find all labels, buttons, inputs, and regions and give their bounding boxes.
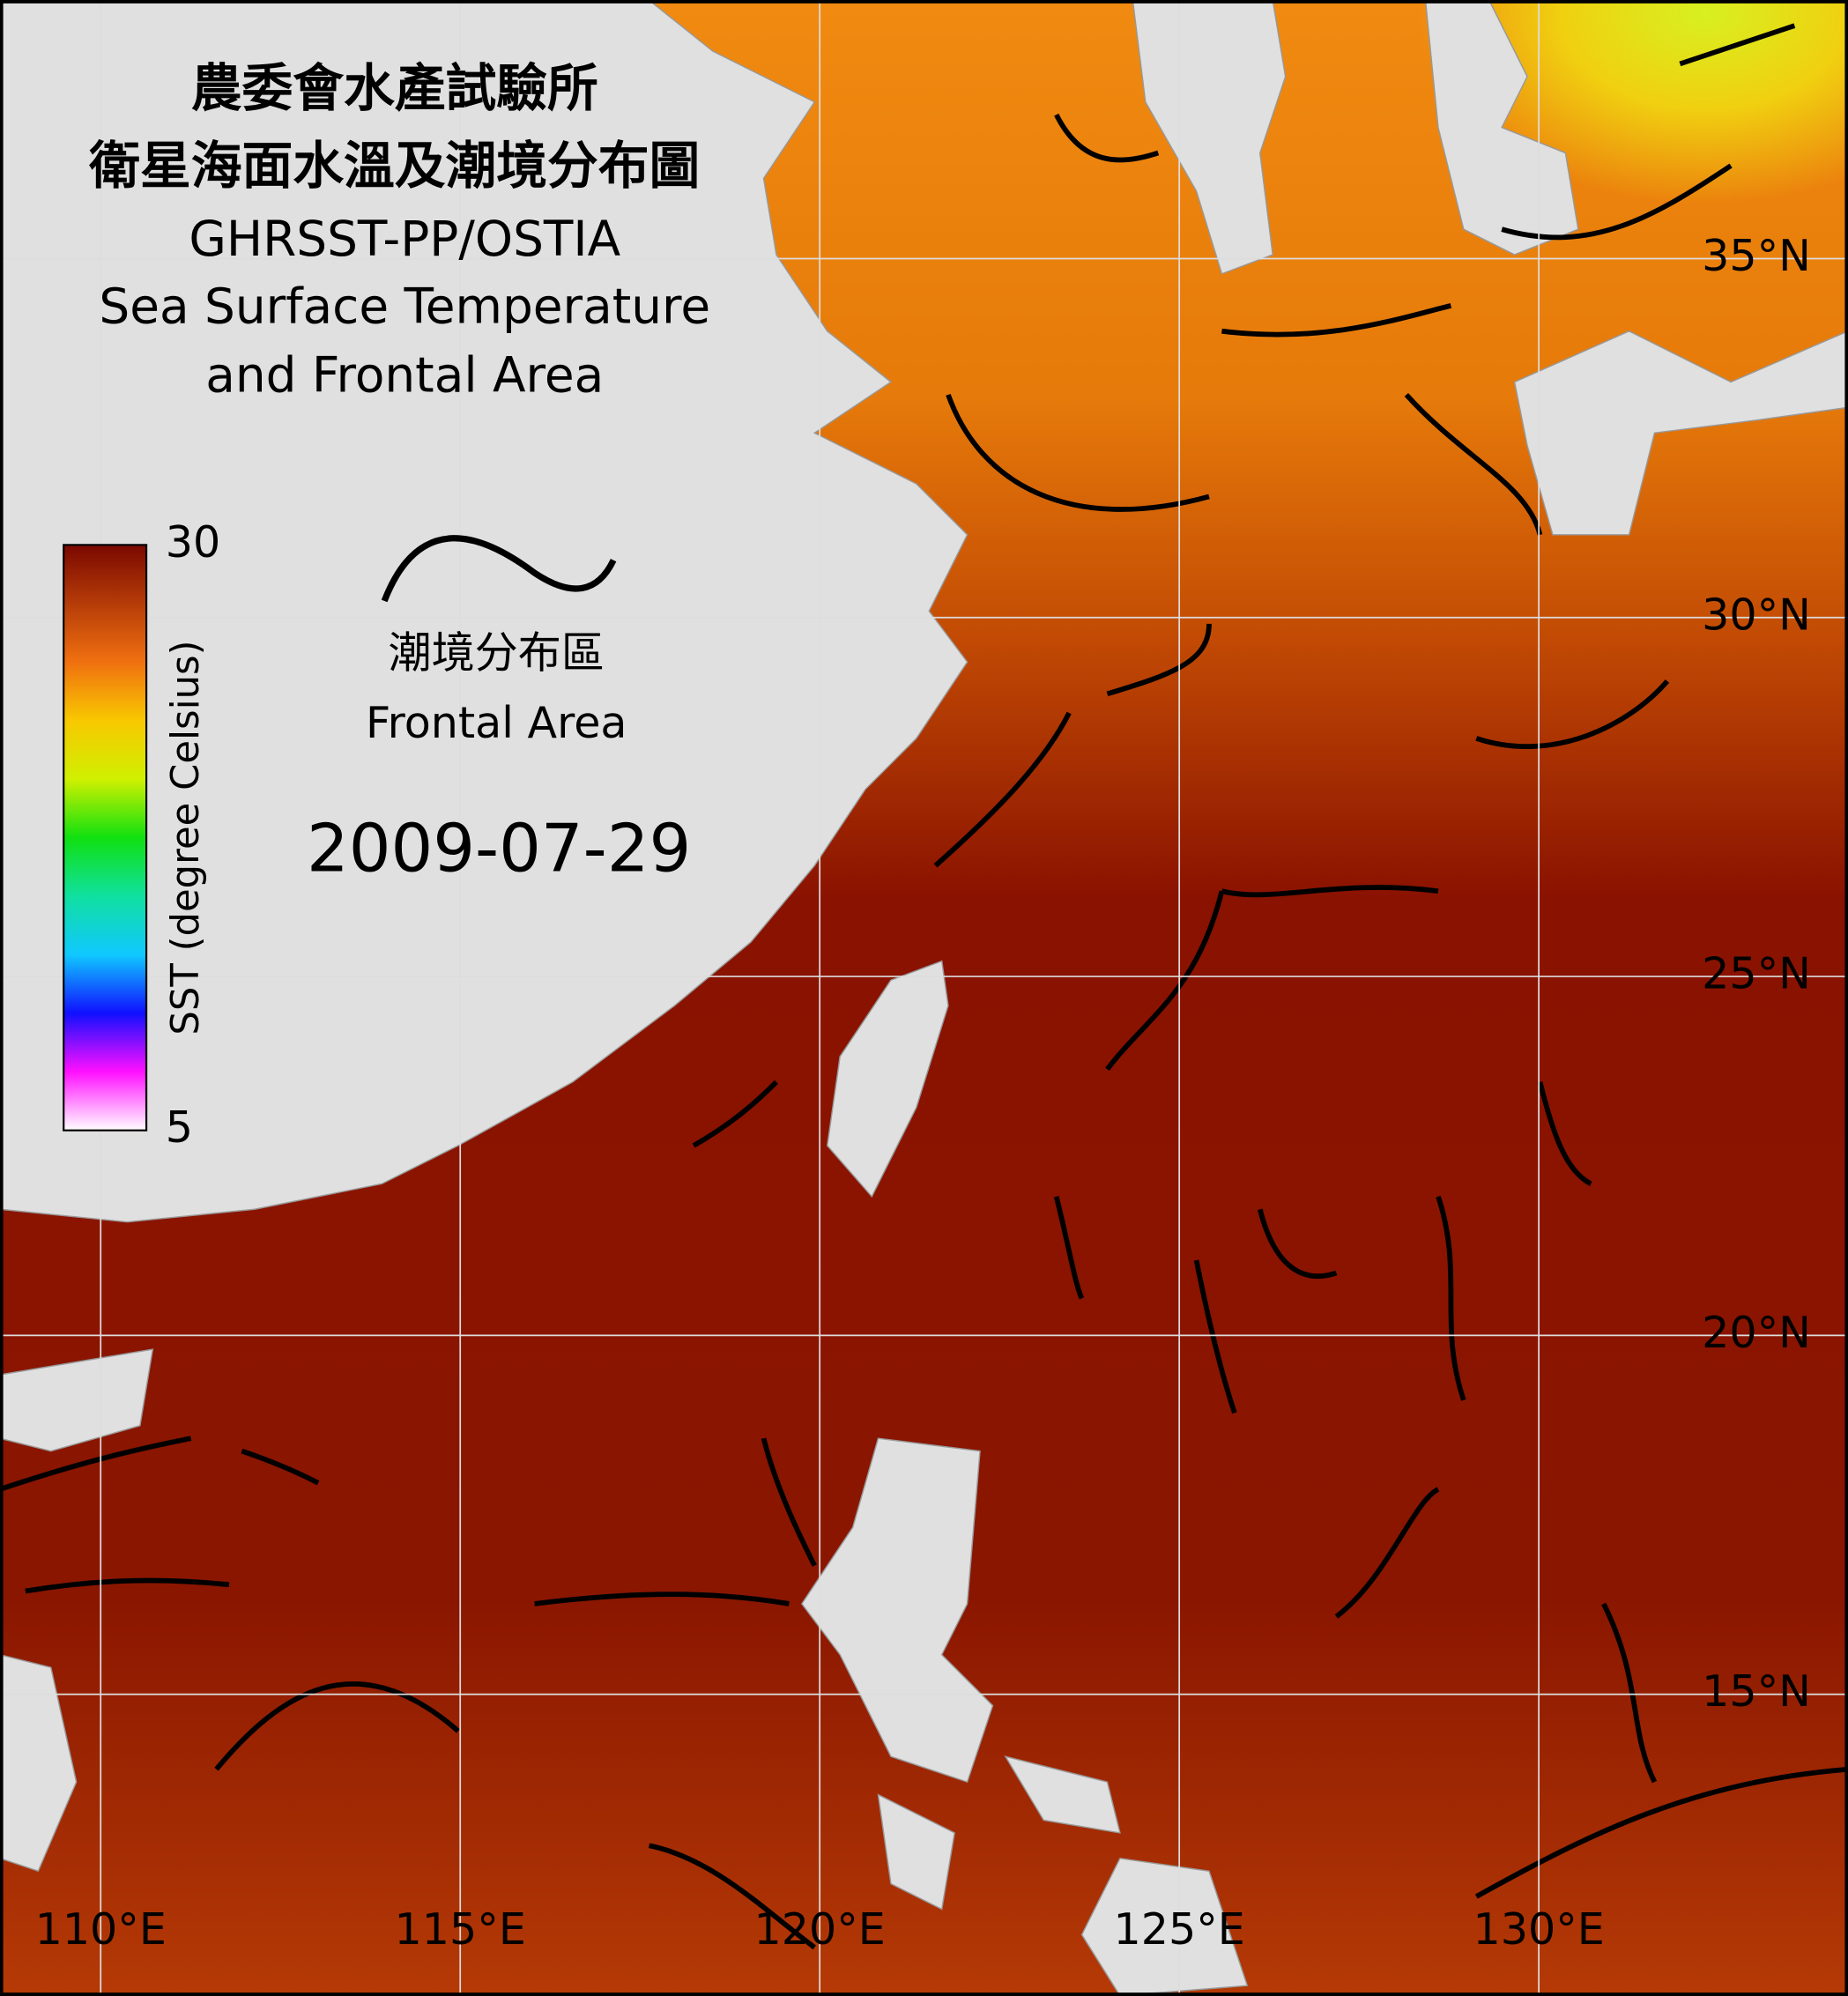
colorbar-tick-label: 30	[166, 516, 220, 568]
lat-label: 20°N	[1702, 1307, 1811, 1358]
lon-label: 120°E	[754, 1903, 886, 1955]
legend-label: Frontal Area	[366, 697, 627, 748]
title-line: 衛星海面水溫及潮境分布圖	[88, 136, 700, 196]
title-line: and Frontal Area	[205, 346, 604, 403]
title-line: GHRSST-PP/OSTIA	[189, 211, 620, 267]
lat-label: 25°N	[1702, 948, 1811, 999]
legend-label: 潮境分布區	[389, 627, 605, 679]
lon-label: 125°E	[1114, 1903, 1245, 1955]
lat-label: 30°N	[1702, 589, 1811, 640]
colorbar-tick-label: 5	[166, 1102, 193, 1153]
colorbar	[63, 544, 148, 1132]
date: 2009-07-29	[307, 809, 691, 887]
lon-label: 110°E	[35, 1903, 167, 1955]
lat-label: 35°N	[1702, 230, 1811, 281]
lat-label: 15°N	[1702, 1666, 1811, 1717]
labels: 農委會水產試驗所 衛星海面水溫及潮境分布圖 GHRSST-PP/OSTIA Se…	[35, 58, 1811, 1955]
lon-label: 115°E	[395, 1903, 526, 1955]
title-line: Sea Surface Temperature	[99, 278, 710, 334]
title-line: 農委會水產試驗所	[191, 58, 598, 118]
fronts	[0, 23, 1848, 1950]
cool-water	[890, 0, 1848, 637]
colorbar-label: SST (degree Celsius)	[164, 640, 208, 1035]
legend-symbol	[381, 535, 617, 603]
lon-label: 130°E	[1473, 1903, 1604, 1955]
